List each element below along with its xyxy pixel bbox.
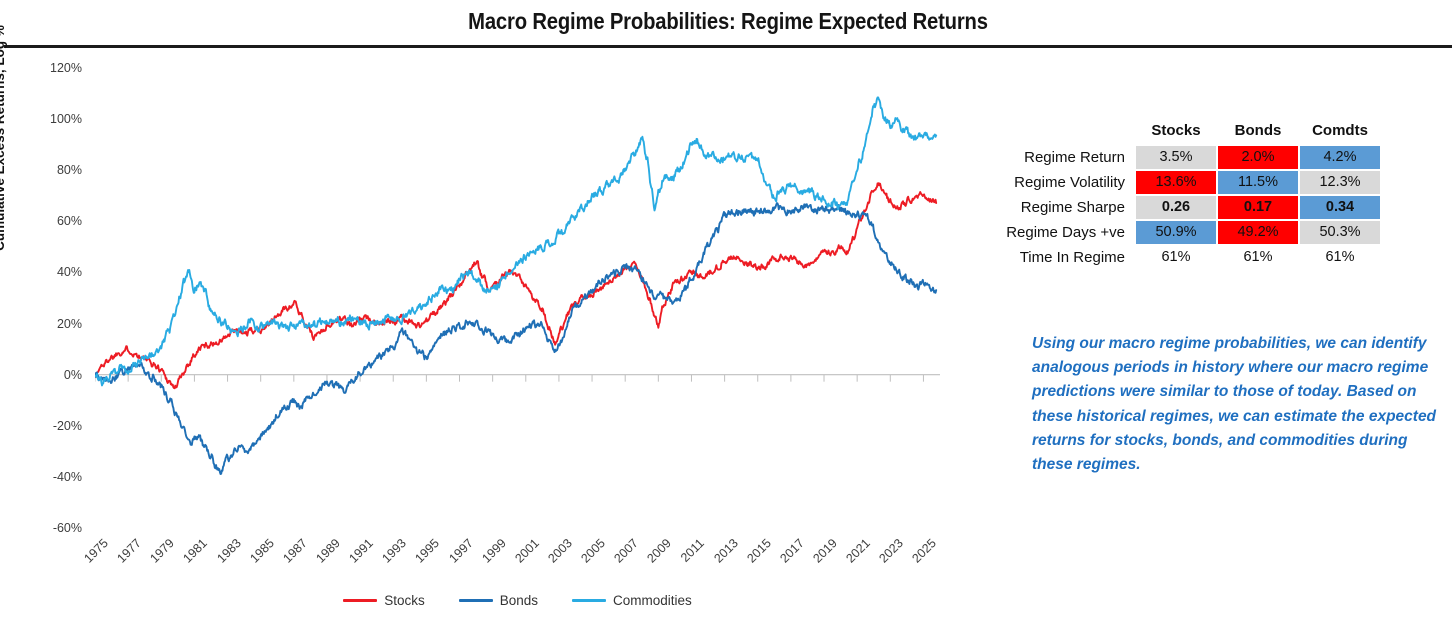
table-cell: 12.3%: [1299, 170, 1381, 195]
table-column-header-bonds: Bonds: [1234, 122, 1282, 139]
y-tick-label: 120%: [50, 61, 82, 75]
x-tick-label: 1975: [81, 536, 111, 566]
legend-item-bonds[interactable]: Bonds: [458, 593, 538, 608]
table-cell: 3.5%: [1135, 145, 1217, 170]
table-cell: 11.5%: [1217, 170, 1299, 195]
x-tick-label: 1991: [346, 536, 376, 566]
table-row-label: Regime Return: [1024, 149, 1125, 166]
table-cell: 0.17: [1217, 195, 1299, 220]
table-cell: 4.2%: [1299, 145, 1381, 170]
table-row: Regime Volatility 13.6% 11.5% 12.3%: [965, 170, 1381, 195]
table-row: Regime Days +ve 50.9% 49.2% 50.3%: [965, 220, 1381, 245]
series-line-commodities: [95, 96, 938, 387]
table-cell: 49.2%: [1217, 220, 1299, 245]
table-cell: 61%: [1299, 245, 1381, 270]
x-tick-label: 1997: [445, 536, 476, 566]
table-cell: 0.26: [1135, 195, 1217, 220]
legend-label: Bonds: [499, 593, 538, 608]
x-tick-label: 2001: [512, 536, 542, 566]
y-tick-label: 20%: [56, 316, 82, 331]
x-tick-label: 2015: [744, 536, 774, 566]
table-body: Regime Return 3.5% 2.0% 4.2% Regime Volatili…: [965, 145, 1381, 270]
series-line-stocks: [95, 182, 938, 390]
table-row-label: Regime Volatility: [1014, 174, 1125, 191]
page-title: Macro Regime Probabilities: Regime Expec…: [468, 8, 988, 34]
annotation-text: Using our macro regime probabilities, we…: [1032, 335, 1437, 473]
x-tick-label: 2013: [710, 536, 741, 566]
x-tick-label: 1993: [379, 536, 410, 566]
x-tick-label: 2023: [876, 536, 907, 566]
table-column-header-comdts: Comdts: [1312, 122, 1368, 139]
x-tick-label: 1979: [147, 536, 178, 566]
table-row-label: Regime Days +ve: [1006, 224, 1125, 241]
chart-panel: Cumulative Excess Returns, Log % 120% 100…: [0, 25, 975, 618]
regime-stats-table: Stocks Bonds Comdts Regime Return 3.5% 2.0% 4…: [965, 118, 1381, 270]
x-tick-label: 2025: [909, 536, 940, 566]
legend-item-stocks[interactable]: Stocks: [343, 593, 425, 608]
y-tick-label: -20%: [52, 418, 82, 433]
legend-item-commodities[interactable]: Commodities: [572, 593, 692, 608]
x-tick-label: 1995: [412, 536, 443, 566]
x-tick-label: 2003: [545, 536, 575, 566]
legend-swatch-icon: [458, 599, 493, 602]
table-row-label: Regime Sharpe: [1020, 199, 1125, 216]
table-column-header-stocks: Stocks: [1151, 122, 1201, 139]
x-tick-label: 1987: [280, 536, 310, 566]
x-tick-label: 1977: [114, 536, 145, 566]
chart-legend: Stocks Bonds Commodities: [95, 593, 940, 608]
y-tick-label: 80%: [56, 163, 82, 178]
table-cell: 2.0%: [1217, 145, 1299, 170]
table-header-row: Stocks Bonds Comdts: [965, 118, 1381, 145]
x-tick-label: 2007: [611, 536, 642, 566]
y-tick-label: -40%: [52, 469, 82, 484]
y-tick-label: 40%: [56, 265, 82, 280]
x-tick-label: 2011: [678, 536, 708, 565]
plot-area: [95, 68, 940, 528]
legend-label: Commodities: [613, 593, 692, 608]
table-corner-cell: [965, 118, 1135, 145]
x-tick-label: 1989: [313, 536, 343, 566]
y-axis-title: Cumulative Excess Returns, Log %: [0, 25, 7, 251]
x-tick-label: 1981: [180, 536, 211, 566]
x-tick-label: 1983: [213, 536, 244, 566]
table-row: Regime Sharpe 0.26 0.17 0.34: [965, 195, 1381, 220]
legend-swatch-icon: [343, 599, 378, 602]
legend-label: Stocks: [384, 593, 425, 608]
x-tick-label: 2017: [777, 536, 807, 566]
series-canvas: [95, 96, 940, 475]
y-tick-label: 0%: [63, 367, 82, 382]
x-tick-label: 2019: [810, 536, 840, 566]
y-tick-label: -60%: [52, 521, 82, 535]
table-cell: 0.34: [1299, 195, 1381, 220]
x-tick-label: 1999: [478, 536, 509, 566]
x-tick-label: 2021: [843, 536, 874, 566]
table-cell: 50.9%: [1135, 220, 1217, 245]
legend-swatch-icon: [572, 599, 606, 602]
x-tick-label: 2005: [578, 536, 608, 566]
title-bar: Macro Regime Probabilities: Regime Expec…: [0, 0, 1456, 48]
table-cell: 61%: [1217, 245, 1299, 270]
y-tick-label: 60%: [56, 214, 82, 229]
table-cell: 13.6%: [1135, 170, 1217, 195]
table-cell: 61%: [1135, 245, 1217, 270]
table-cell: 50.3%: [1299, 220, 1381, 245]
table-head: Stocks Bonds Comdts: [965, 118, 1381, 145]
title-divider: [4, 45, 1452, 48]
table-row-label: Time In Regime: [1019, 249, 1125, 266]
x-tick-label: 2009: [644, 536, 675, 566]
y-tick-label: 100%: [50, 112, 82, 127]
table-row: Regime Return 3.5% 2.0% 4.2%: [965, 145, 1381, 170]
x-tick-label: 1985: [247, 536, 277, 566]
series-line-bonds: [95, 202, 938, 475]
table-row: Time In Regime 61% 61% 61%: [965, 245, 1381, 270]
